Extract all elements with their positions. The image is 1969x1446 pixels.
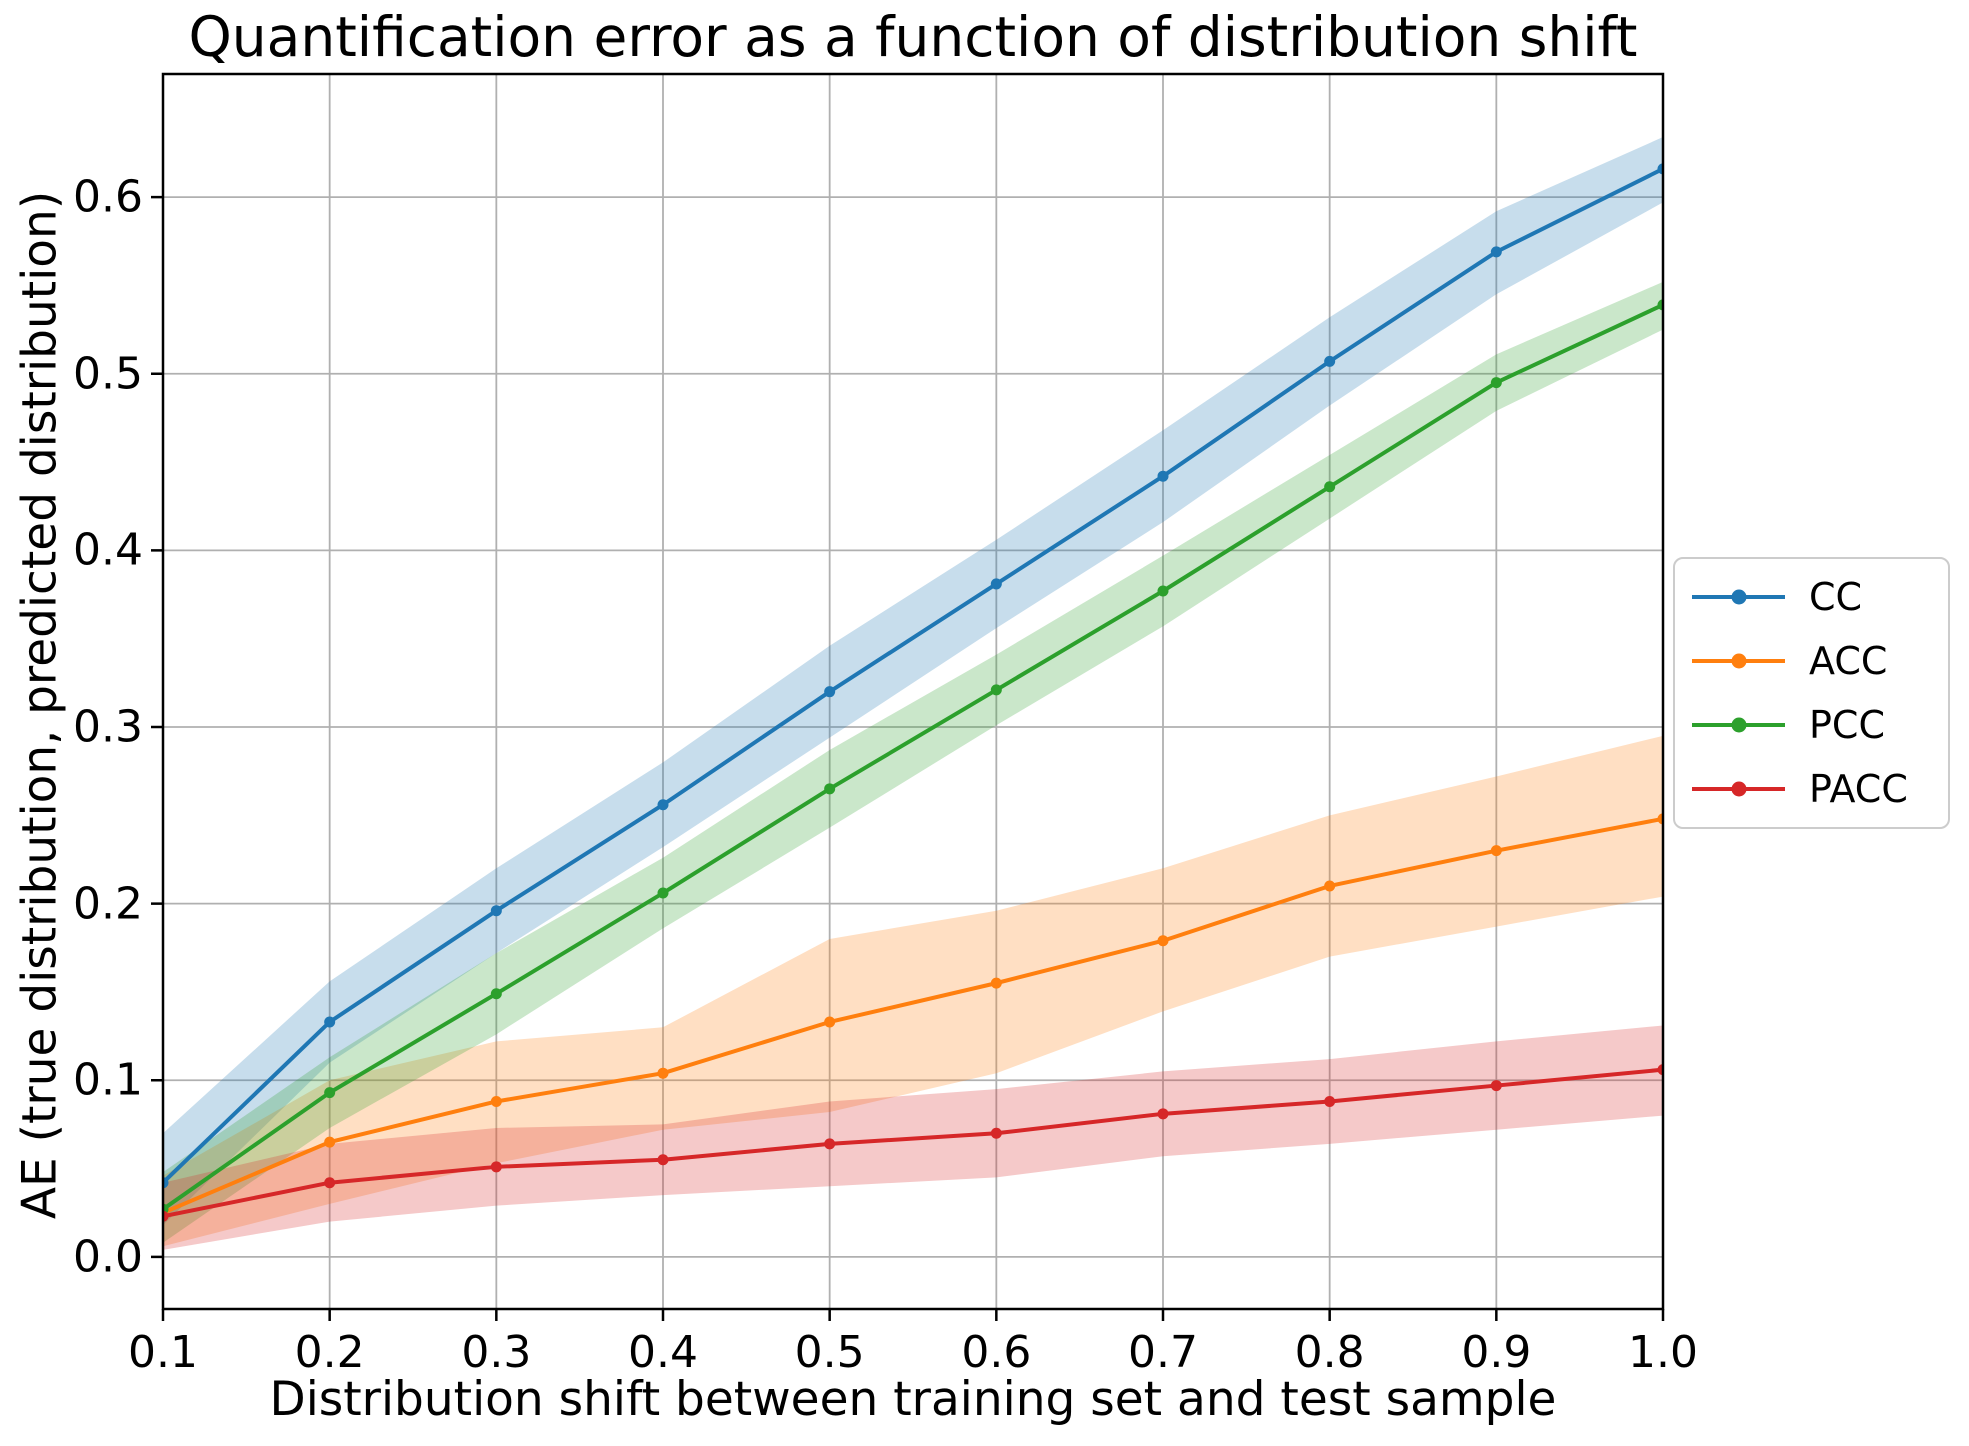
legend-label: CC (1809, 575, 1863, 619)
marker-pacc (1157, 1108, 1169, 1120)
y-tick-label: 0.5 (73, 348, 143, 400)
y-tick-label: 0.0 (73, 1231, 143, 1283)
marker-cc (1490, 246, 1502, 258)
marker-acc (1657, 813, 1663, 825)
x-tick-label: 0.5 (794, 1327, 865, 1378)
marker-acc (1157, 935, 1169, 947)
series-layer (163, 137, 1663, 1250)
marker-pcc (1324, 481, 1336, 493)
marker-cc (163, 1177, 169, 1189)
y-axis-label: AE (true distribution, predicted distrib… (12, 190, 68, 1220)
legend-entry-pacc: PACC (1675, 757, 1948, 821)
marker-pacc (324, 1177, 336, 1189)
y-tick-label: 0.4 (73, 524, 143, 576)
x-tick-label: 0.4 (628, 1327, 698, 1378)
line-cc (163, 166, 1663, 1185)
marker-acc (490, 1095, 502, 1107)
chart-title: Quantification error as a function of di… (188, 5, 1638, 69)
y-tick-label: 0.2 (73, 878, 143, 930)
marker-pacc (657, 1154, 669, 1166)
marker-cc (824, 686, 836, 698)
x-tick-label: 0.9 (1461, 1327, 1532, 1378)
marker-pcc (824, 783, 836, 795)
marker-pcc (1657, 299, 1663, 311)
marker-cc (1157, 470, 1169, 482)
legend-line-marker-icon (1692, 781, 1785, 797)
marker-pacc (1490, 1080, 1502, 1092)
x-tick-label: 0.2 (294, 1327, 365, 1378)
marker-acc (324, 1136, 336, 1148)
band-pcc (163, 281, 1663, 1243)
x-tick-label: 0.8 (1294, 1327, 1365, 1378)
marker-acc (1490, 845, 1502, 857)
legend: CC ACC PCC PACC (1673, 557, 1950, 829)
marker-cc (990, 578, 1002, 590)
marker-acc (1324, 880, 1336, 892)
marker-pacc (1324, 1095, 1336, 1107)
marker-pcc (990, 684, 1002, 696)
legend-label: PACC (1809, 767, 1908, 811)
line-pcc (163, 302, 1663, 1212)
legend-label: PCC (1809, 703, 1885, 747)
marker-pcc (1157, 585, 1169, 597)
legend-label: ACC (1809, 639, 1888, 683)
legend-line-marker-icon (1692, 653, 1785, 669)
axes-spines (161, 72, 1665, 1311)
legend-entry-pcc: PCC (1675, 693, 1948, 757)
marker-cc (490, 905, 502, 917)
line-acc (163, 816, 1663, 1215)
marker-pacc (824, 1138, 836, 1150)
marker-pcc (657, 887, 669, 899)
x-tick-label: 0.3 (461, 1327, 532, 1378)
y-tick-label: 0.1 (73, 1054, 143, 1106)
marker-pacc (990, 1127, 1002, 1139)
marker-acc (657, 1067, 669, 1079)
band-acc (163, 735, 1663, 1247)
marker-pacc (490, 1161, 502, 1173)
marker-cc (324, 1016, 336, 1028)
marker-pcc (490, 988, 502, 1000)
marker-acc (990, 977, 1002, 989)
legend-entry-cc: CC (1675, 565, 1948, 629)
marker-acc (824, 1016, 836, 1028)
line-pacc (163, 1067, 1663, 1219)
marker-pacc (163, 1210, 169, 1222)
x-tick-label: 1.0 (1628, 1327, 1698, 1378)
band-cc (163, 137, 1663, 1226)
y-tick-label: 0.6 (73, 171, 143, 223)
marker-pcc (324, 1087, 336, 1099)
marker-cc (1324, 355, 1336, 367)
x-tick-label: 0.1 (128, 1327, 198, 1378)
x-tick-label: 0.6 (961, 1327, 1032, 1378)
legend-line-marker-icon (1692, 589, 1785, 605)
marker-cc (1657, 163, 1663, 175)
marker-cc (657, 799, 669, 811)
marker-pcc (1490, 377, 1502, 389)
marker-pacc (1657, 1064, 1663, 1076)
legend-entry-acc: ACC (1675, 629, 1948, 693)
x-tick-label: 0.7 (1128, 1327, 1198, 1378)
y-tick-label: 0.3 (73, 701, 143, 753)
legend-line-marker-icon (1692, 717, 1785, 733)
x-axis-label: Distribution shift between training set … (269, 1372, 1557, 1427)
